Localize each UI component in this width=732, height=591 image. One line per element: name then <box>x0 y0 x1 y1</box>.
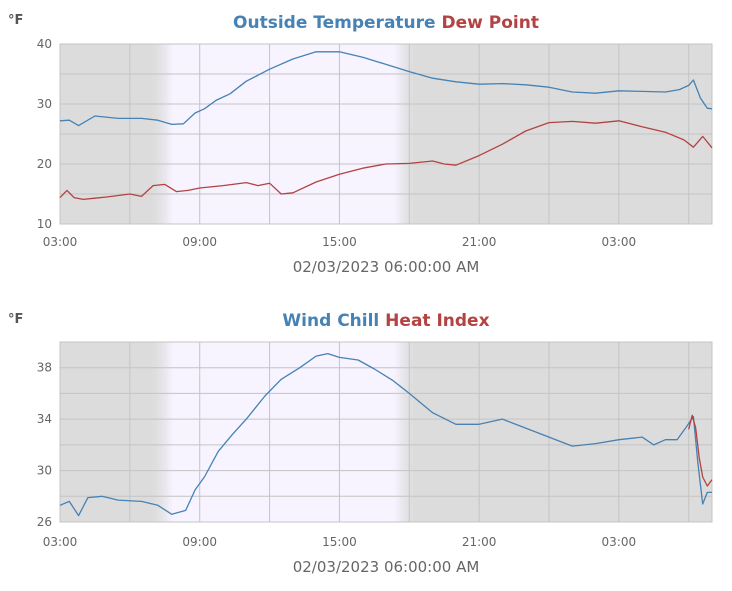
y-tick-label: 34 <box>37 412 52 426</box>
y-tick-label: 30 <box>37 97 52 111</box>
x-tick-label: 15:00 <box>322 535 357 549</box>
x-tick-label: 15:00 <box>322 235 357 249</box>
dawn-band <box>148 342 172 522</box>
y-tick-label: 30 <box>37 464 52 478</box>
plot-border <box>59 43 713 225</box>
chart-title: Outside Temperature Dew Point <box>233 13 539 33</box>
y-tick-label: 10 <box>37 217 52 231</box>
series-line-heat-index <box>688 414 713 487</box>
y-axis-unit: °F <box>8 13 23 28</box>
x-tick-label: 21:00 <box>462 235 497 249</box>
daylight-band <box>171 342 396 522</box>
series-line-outside-temperature <box>59 51 713 127</box>
series-line-dew-point <box>59 120 713 201</box>
chart-title: Wind Chill Heat Index <box>282 311 489 331</box>
plot-border <box>59 341 713 523</box>
x-tick-label: 09:00 <box>182 535 217 549</box>
x-tick-label: 21:00 <box>462 535 497 549</box>
dusk-band <box>395 342 419 522</box>
temperature-dewpoint-chart: 10 20 30 40 03:00 09:00 15:00 21:00 03:00 °F Outsi… <box>8 13 713 276</box>
x-tick-label: 03:00 <box>43 235 78 249</box>
windchill-heatindex-chart: 26 30 34 38 03:00 09:00 15:00 21:00 03:00 °F Wind … <box>8 311 713 576</box>
chart-title-part: Heat Index <box>379 311 489 331</box>
y-axis-unit: °F <box>8 312 23 327</box>
y-tick-label: 38 <box>37 361 52 375</box>
x-tick-label: 03:00 <box>602 535 637 549</box>
x-tick-label: 03:00 <box>602 235 637 249</box>
y-tick-label: 26 <box>37 515 52 529</box>
x-axis-label: 02/03/2023 06:00:00 AM <box>293 558 480 576</box>
x-axis-label: 02/03/2023 06:00:00 AM <box>293 258 480 276</box>
x-tick-label: 03:00 <box>43 535 78 549</box>
series-line-wind-chill <box>59 352 712 517</box>
y-tick-label: 40 <box>37 37 52 51</box>
y-tick-label: 20 <box>37 157 52 171</box>
chart-title-part: Wind Chill <box>282 311 379 331</box>
chart-title-part: Dew Point <box>436 13 539 33</box>
x-tick-label: 09:00 <box>182 235 217 249</box>
chart-title-part: Outside Temperature <box>233 13 436 33</box>
